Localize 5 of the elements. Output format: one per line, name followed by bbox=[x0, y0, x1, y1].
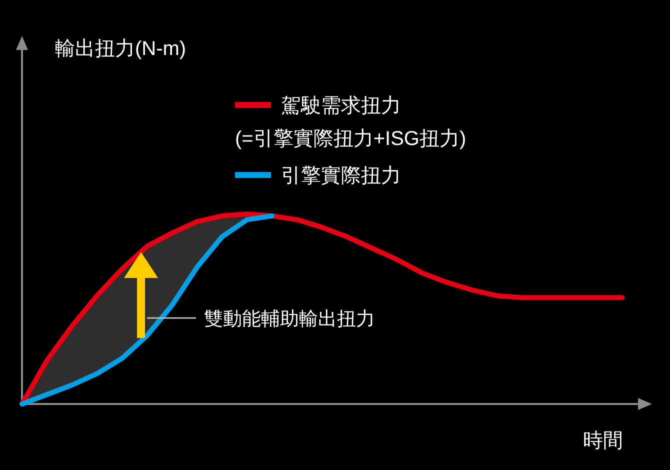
text: 輸出扭力(N-m) bbox=[55, 38, 186, 60]
annotation: 雙動能輔助輸出扭力 bbox=[204, 309, 375, 330]
legend-label: 引擎實際扭力 bbox=[281, 165, 401, 187]
x-axis-title: 時間 bbox=[583, 430, 623, 452]
legend-label: 駕駛需求扭力 (=引擎實際扭力+ISG扭力) bbox=[235, 95, 466, 150]
